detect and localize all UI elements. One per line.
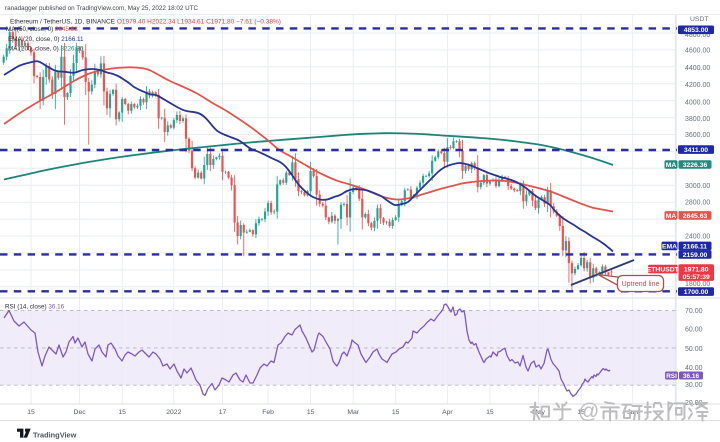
svg-text:3226.36: 3226.36: [683, 162, 708, 169]
svg-text:3000.00: 3000.00: [685, 183, 710, 190]
svg-text:2022: 2022: [166, 409, 181, 416]
svg-text:1800.00: 1800.00: [685, 281, 710, 288]
svg-text:2645.63: 2645.63: [683, 213, 708, 220]
svg-text:3411.00: 3411.00: [684, 147, 708, 154]
svg-text:RSI (14, close) 36.16: RSI (14, close) 36.16: [5, 304, 65, 311]
svg-text:Mar: Mar: [347, 409, 359, 416]
svg-text:Dec: Dec: [74, 409, 87, 416]
svg-text:36.16: 36.16: [683, 373, 700, 380]
svg-text:4000.00: 4000.00: [685, 100, 710, 107]
svg-text:15: 15: [392, 409, 400, 416]
svg-text:MA (50, close, 0) 2645.63: MA (50, close, 0) 2645.63: [6, 26, 78, 33]
svg-text:1700.00: 1700.00: [684, 289, 709, 296]
svg-text:15: 15: [27, 409, 35, 416]
svg-text:MA (200, close, 0) 3226.36: MA (200, close, 0) 3226.36: [8, 45, 84, 52]
svg-text:EMA: EMA: [662, 243, 677, 250]
svg-text:20.00: 20.00: [685, 400, 703, 407]
svg-text:4853.00: 4853.00: [684, 27, 709, 34]
svg-text:2166.11: 2166.11: [683, 243, 707, 250]
svg-text:17: 17: [219, 409, 227, 416]
svg-text:ETHUSDT: ETHUSDT: [647, 267, 680, 274]
svg-text:15: 15: [486, 409, 494, 416]
svg-text:30.00: 30.00: [685, 382, 703, 389]
svg-text:3800.00: 3800.00: [685, 116, 710, 123]
svg-text:1971.80: 1971.80: [684, 267, 709, 274]
svg-text:MA: MA: [666, 213, 677, 220]
svg-text:ranadagger published on Tradin: ranadagger published on TradingView.com,…: [5, 5, 199, 12]
svg-text:Ethereum / TetherUS, 1D, BINAN: Ethereum / TetherUS, 1D, BINANCE O1979.4…: [10, 18, 281, 25]
svg-text:MA: MA: [666, 162, 677, 169]
svg-text:Jun: Jun: [627, 409, 638, 416]
svg-text:EMA (20, close, 0) 2166.11: EMA (20, close, 0) 2166.11: [8, 36, 84, 43]
svg-text:15: 15: [577, 409, 585, 416]
svg-text:40.00: 40.00: [685, 365, 703, 372]
svg-text:15: 15: [118, 409, 126, 416]
svg-text:Feb: Feb: [262, 409, 274, 416]
svg-text:USDT: USDT: [690, 16, 709, 23]
svg-text:60.00: 60.00: [685, 326, 703, 333]
svg-text:05:57:39: 05:57:39: [683, 274, 710, 281]
svg-text:70.00: 70.00: [685, 308, 703, 315]
svg-text:2400.00: 2400.00: [685, 234, 710, 241]
svg-text:2800.00: 2800.00: [685, 200, 710, 207]
svg-text:Apr: Apr: [442, 409, 453, 416]
svg-text:@: @: [578, 400, 599, 423]
svg-text:3600.00: 3600.00: [685, 132, 710, 139]
svg-text:Uptrend line: Uptrend line: [622, 281, 660, 288]
svg-text:50.00: 50.00: [685, 346, 703, 353]
svg-text:TradingView: TradingView: [33, 430, 77, 439]
svg-text:4800.00: 4800.00: [685, 32, 710, 39]
svg-text:4600.00: 4600.00: [685, 47, 710, 54]
svg-text:2159.00: 2159.00: [683, 252, 708, 259]
svg-text:RSI: RSI: [666, 373, 677, 380]
svg-text:4400.00: 4400.00: [685, 65, 710, 72]
svg-text:4200.00: 4200.00: [685, 82, 710, 89]
svg-text:15: 15: [307, 409, 315, 416]
